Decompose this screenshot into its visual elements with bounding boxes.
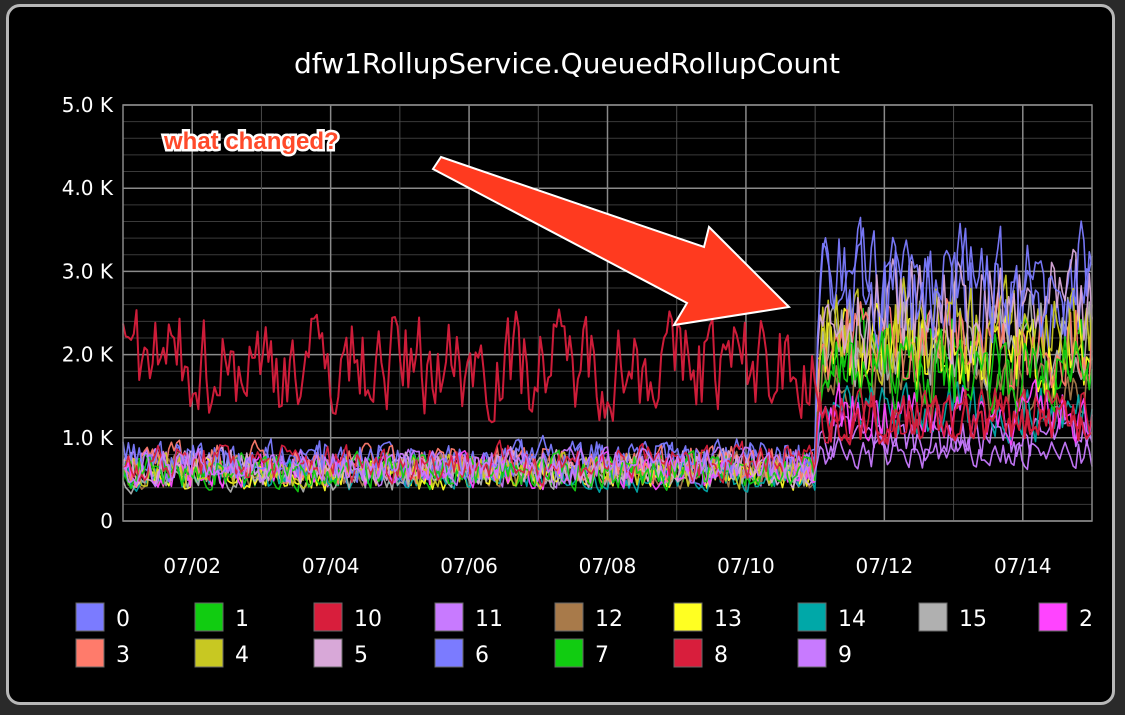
x-axis-ticks: 07/02 07/04 07/06 07/08 07/10 07/12 07/14 xyxy=(163,554,1051,578)
legend-label-1: 1 xyxy=(235,607,249,632)
legend-label-11: 11 xyxy=(475,607,503,632)
legend-label-7: 7 xyxy=(595,643,609,668)
annotation-arrow xyxy=(431,155,792,327)
series-line-7 xyxy=(122,328,1093,492)
x-tick-label: 07/02 xyxy=(163,554,221,578)
legend-label-2: 2 xyxy=(1079,607,1093,632)
legend-swatch-0 xyxy=(75,602,105,632)
legend-label-6: 6 xyxy=(475,643,489,668)
y-tick-label: 4.0 K xyxy=(62,176,114,200)
legend-label-10: 10 xyxy=(354,607,382,632)
series-lines xyxy=(122,216,1093,495)
y-tick-label: 1.0 K xyxy=(62,426,114,450)
legend-label-12: 12 xyxy=(595,607,623,632)
legend-swatch-3 xyxy=(75,638,105,668)
legend-swatch-2 xyxy=(1038,602,1068,632)
legend: 0 1 10 11 12 13 14 15 2 3 4 5 6 7 8 9 xyxy=(75,602,1093,668)
legend-label-3: 3 xyxy=(116,643,130,668)
x-tick-label: 07/06 xyxy=(440,554,498,578)
series-line-6 xyxy=(122,216,1093,483)
x-tick-label: 07/08 xyxy=(579,554,637,578)
legend-swatch-5 xyxy=(313,638,343,668)
legend-swatch-6 xyxy=(434,638,464,668)
x-tick-label: 07/14 xyxy=(994,554,1052,578)
annotation: what changed? xyxy=(161,126,792,327)
legend-label-14: 14 xyxy=(838,607,866,632)
y-tick-label: 2.0 K xyxy=(62,343,114,367)
legend-swatch-11 xyxy=(434,602,464,632)
annotation-text: what changed? xyxy=(163,128,339,155)
legend-label-15: 15 xyxy=(959,607,987,632)
series-line-8 xyxy=(122,387,1093,487)
line-chart: dfw1RollupService.QueuedRollupCount 0 1.0… xyxy=(62,47,1093,668)
legend-swatch-8 xyxy=(673,638,703,668)
y-tick-label: 3.0 K xyxy=(62,259,114,283)
legend-swatch-9 xyxy=(797,638,827,668)
y-tick-label: 5.0 K xyxy=(62,93,114,117)
x-tick-label: 07/10 xyxy=(717,554,775,578)
x-tick-label: 07/12 xyxy=(856,554,914,578)
y-axis-ticks: 0 1.0 K 2.0 K 3.0 K 4.0 K 5.0 K xyxy=(62,93,114,533)
legend-swatch-12 xyxy=(554,602,584,632)
legend-label-13: 13 xyxy=(714,607,742,632)
plot-area-border xyxy=(122,104,1093,522)
legend-swatch-7 xyxy=(554,638,584,668)
legend-swatch-15 xyxy=(918,602,948,632)
legend-label-4: 4 xyxy=(235,643,249,668)
y-tick-label: 0 xyxy=(100,509,113,533)
legend-label-5: 5 xyxy=(354,643,368,668)
x-tick-label: 07/04 xyxy=(302,554,360,578)
chart-title: dfw1RollupService.QueuedRollupCount xyxy=(294,47,840,80)
series-line-10 xyxy=(122,308,1093,446)
legend-swatch-14 xyxy=(797,602,827,632)
legend-label-9: 9 xyxy=(838,643,852,668)
legend-swatch-10 xyxy=(313,602,343,632)
legend-swatch-4 xyxy=(194,638,224,668)
legend-label-8: 8 xyxy=(714,643,728,668)
legend-swatch-1 xyxy=(194,602,224,632)
series-line-9 xyxy=(122,435,1093,488)
legend-label-0: 0 xyxy=(116,607,130,632)
legend-swatch-13 xyxy=(673,602,703,632)
chart-panel: dfw1RollupService.QueuedRollupCount 0 1.0… xyxy=(6,4,1115,705)
